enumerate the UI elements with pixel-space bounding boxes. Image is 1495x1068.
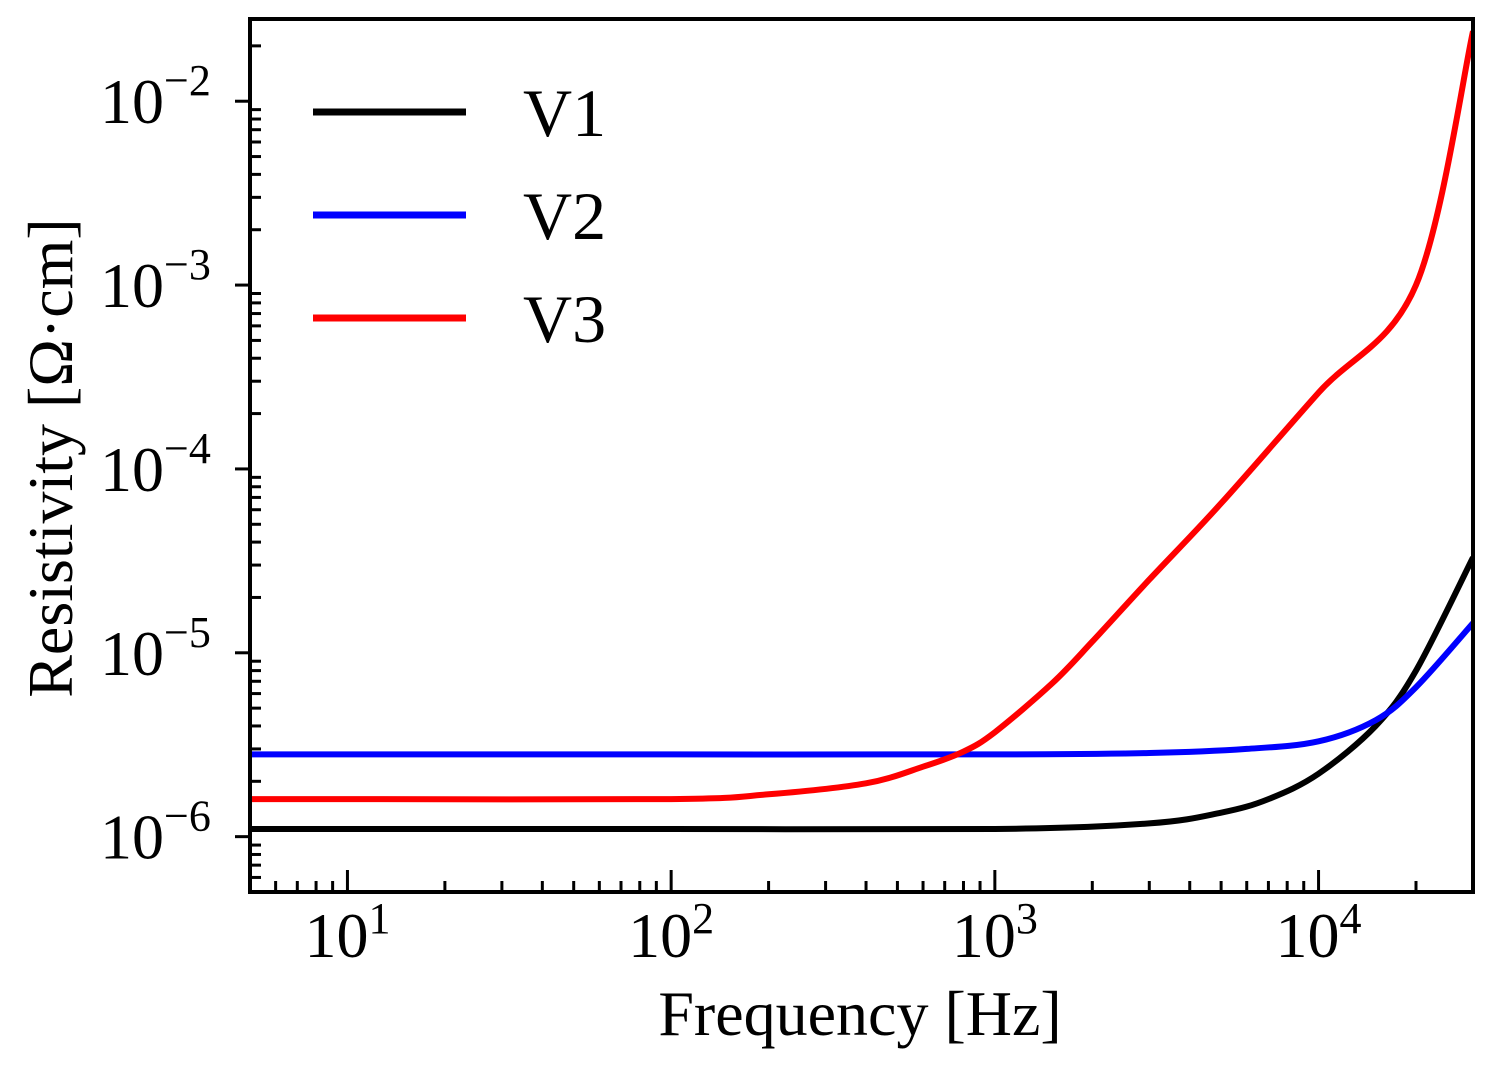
series-line-v1 bbox=[250, 556, 1473, 833]
x-tick-base: 10 bbox=[304, 900, 368, 971]
x-tick-label: 102 bbox=[628, 894, 714, 971]
legend-label: V3 bbox=[523, 281, 606, 357]
x-tick-label: 101 bbox=[304, 894, 390, 971]
y-tick-base: 10 bbox=[100, 66, 164, 137]
y-tick-label: 10−5 bbox=[100, 608, 211, 689]
legend-item-v1: V1 bbox=[313, 75, 606, 151]
series-line-v3 bbox=[250, 30, 1473, 803]
x-tick-exponent: 2 bbox=[692, 894, 714, 943]
y-tick-base: 10 bbox=[100, 250, 164, 321]
x-tick-exponent: 1 bbox=[368, 894, 390, 943]
x-tick-base: 10 bbox=[628, 900, 692, 971]
x-tick-base: 10 bbox=[1276, 900, 1340, 971]
x-tick-label: 104 bbox=[1276, 894, 1362, 971]
y-tick-base: 10 bbox=[100, 434, 164, 505]
y-tick-base: 10 bbox=[100, 802, 164, 873]
plot-frame bbox=[248, 17, 1475, 894]
y-tick-exponent: −3 bbox=[164, 240, 211, 289]
x-axis-label: Frequency [Hz] bbox=[658, 978, 1061, 1049]
x-tick-exponent: 3 bbox=[1016, 894, 1038, 943]
y-tick-exponent: −2 bbox=[164, 56, 211, 105]
x-tick-label: 103 bbox=[952, 894, 1038, 971]
legend-item-v3: V3 bbox=[313, 281, 606, 357]
y-tick-label: 10−4 bbox=[100, 424, 211, 505]
y-tick-exponent: −6 bbox=[164, 792, 211, 841]
legend: V1 V2 V3 bbox=[313, 75, 606, 357]
y-tick-exponent: −4 bbox=[164, 424, 211, 473]
y-axis-label: Resistivity [Ω·cm] bbox=[15, 218, 86, 698]
x-tick-base: 10 bbox=[952, 900, 1016, 971]
legend-label: V1 bbox=[523, 75, 606, 151]
y-tick-label: 10−6 bbox=[100, 792, 211, 873]
x-tick-exponent: 4 bbox=[1340, 894, 1362, 943]
y-tick-exponent: −5 bbox=[164, 608, 211, 657]
y-tick-base: 10 bbox=[100, 618, 164, 689]
y-tick-label: 10−3 bbox=[100, 240, 211, 321]
legend-item-v2: V2 bbox=[313, 178, 606, 254]
series-line-v2 bbox=[250, 621, 1473, 758]
series-layer bbox=[250, 30, 1473, 833]
y-tick-label: 10−2 bbox=[100, 56, 211, 137]
legend-label: V2 bbox=[523, 178, 606, 254]
